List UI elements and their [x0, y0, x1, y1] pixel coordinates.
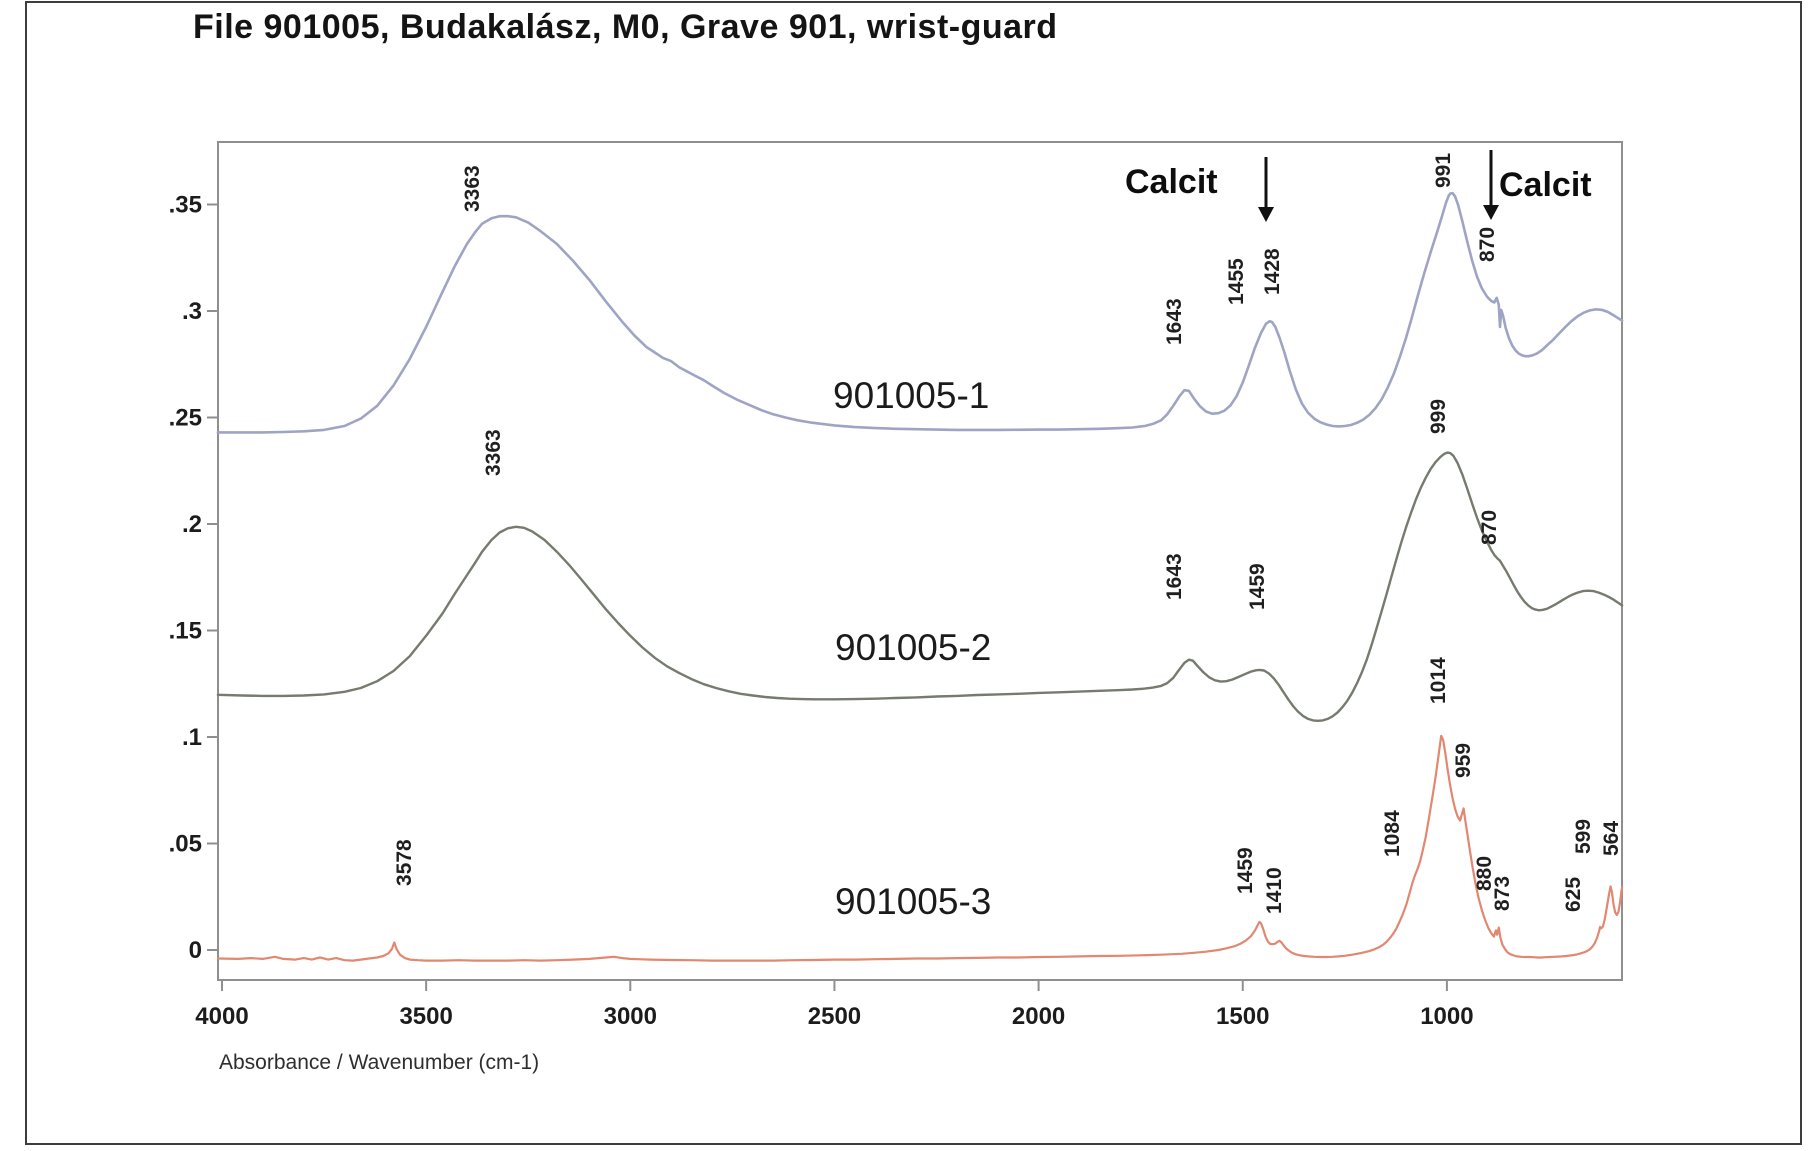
y-tick-label-.1: .1 — [182, 724, 202, 751]
peak-label-901005-3-564: 564 — [1600, 821, 1623, 856]
chart-title: File 901005, Budakalász, M0, Grave 901, … — [193, 8, 1058, 46]
peak-label-901005-3-1084: 1084 — [1381, 810, 1404, 857]
peak-label-901005-2-1643: 1643 — [1163, 553, 1186, 600]
y-tick-label-.3: .3 — [182, 298, 202, 325]
y-tick-label-.05: .05 — [169, 831, 202, 858]
y-tick-label-0: 0 — [189, 937, 202, 964]
calcit-arrow-head-2 — [1483, 205, 1499, 220]
x-tick-label-2500: 2500 — [808, 1003, 861, 1030]
axis-caption: Absorbance / Wavenumber (cm-1) — [219, 1051, 540, 1074]
calcit-arrow-head-1 — [1258, 207, 1274, 222]
x-tick-label-4000: 4000 — [195, 1003, 248, 1030]
x-tick-label-1000: 1000 — [1420, 1003, 1473, 1030]
peak-label-901005-1-1643: 1643 — [1163, 298, 1186, 345]
peak-label-901005-3-3578: 3578 — [393, 839, 416, 886]
y-tick-label-.35: .35 — [169, 192, 202, 219]
spectrum-curve-901005-1 — [216, 191, 1624, 434]
peak-label-901005-3-959: 959 — [1452, 743, 1475, 778]
peak-label-901005-3-1014: 1014 — [1427, 657, 1450, 704]
peak-label-901005-2-3363: 3363 — [482, 429, 505, 476]
x-tick-label-2000: 2000 — [1012, 1003, 1065, 1030]
x-tick-label-3000: 3000 — [604, 1003, 657, 1030]
peak-label-901005-1-1455: 1455 — [1225, 258, 1248, 305]
x-tick-label-3500: 3500 — [399, 1003, 452, 1030]
spectrum-curve-901005-3 — [216, 734, 1624, 962]
plot-box — [217, 141, 1623, 981]
peak-label-901005-2-1459: 1459 — [1246, 563, 1269, 610]
series-label-901005-2: 901005-2 — [835, 627, 991, 668]
peak-label-901005-2-870: 870 — [1478, 510, 1501, 545]
spectrum-curve-901005-2 — [216, 451, 1624, 722]
peak-label-901005-3-880: 880 — [1473, 856, 1496, 891]
peak-label-901005-3-1410: 1410 — [1263, 867, 1286, 914]
series-label-901005-1: 901005-1 — [833, 375, 989, 416]
peak-label-901005-2-999: 999 — [1427, 399, 1450, 434]
peak-label-901005-3-873: 873 — [1491, 876, 1514, 911]
peak-label-901005-1-3363: 3363 — [461, 165, 484, 212]
peak-label-901005-1-1428: 1428 — [1261, 248, 1284, 295]
series-label-901005-3: 901005-3 — [835, 881, 991, 922]
peak-label-901005-1-991: 991 — [1432, 153, 1455, 188]
peak-label-901005-3-1459: 1459 — [1234, 847, 1257, 894]
peak-label-901005-3-599: 599 — [1572, 819, 1595, 854]
y-tick-label-.2: .2 — [182, 511, 202, 538]
peak-label-901005-3-625: 625 — [1562, 877, 1585, 912]
y-tick-label-.25: .25 — [169, 405, 202, 432]
calcit-label-2: Calcit — [1499, 166, 1592, 204]
x-tick-label-1500: 1500 — [1216, 1003, 1269, 1030]
y-tick-label-.15: .15 — [169, 618, 202, 645]
peak-label-901005-1-870: 870 — [1476, 227, 1499, 262]
calcit-label-1: Calcit — [1125, 163, 1218, 201]
